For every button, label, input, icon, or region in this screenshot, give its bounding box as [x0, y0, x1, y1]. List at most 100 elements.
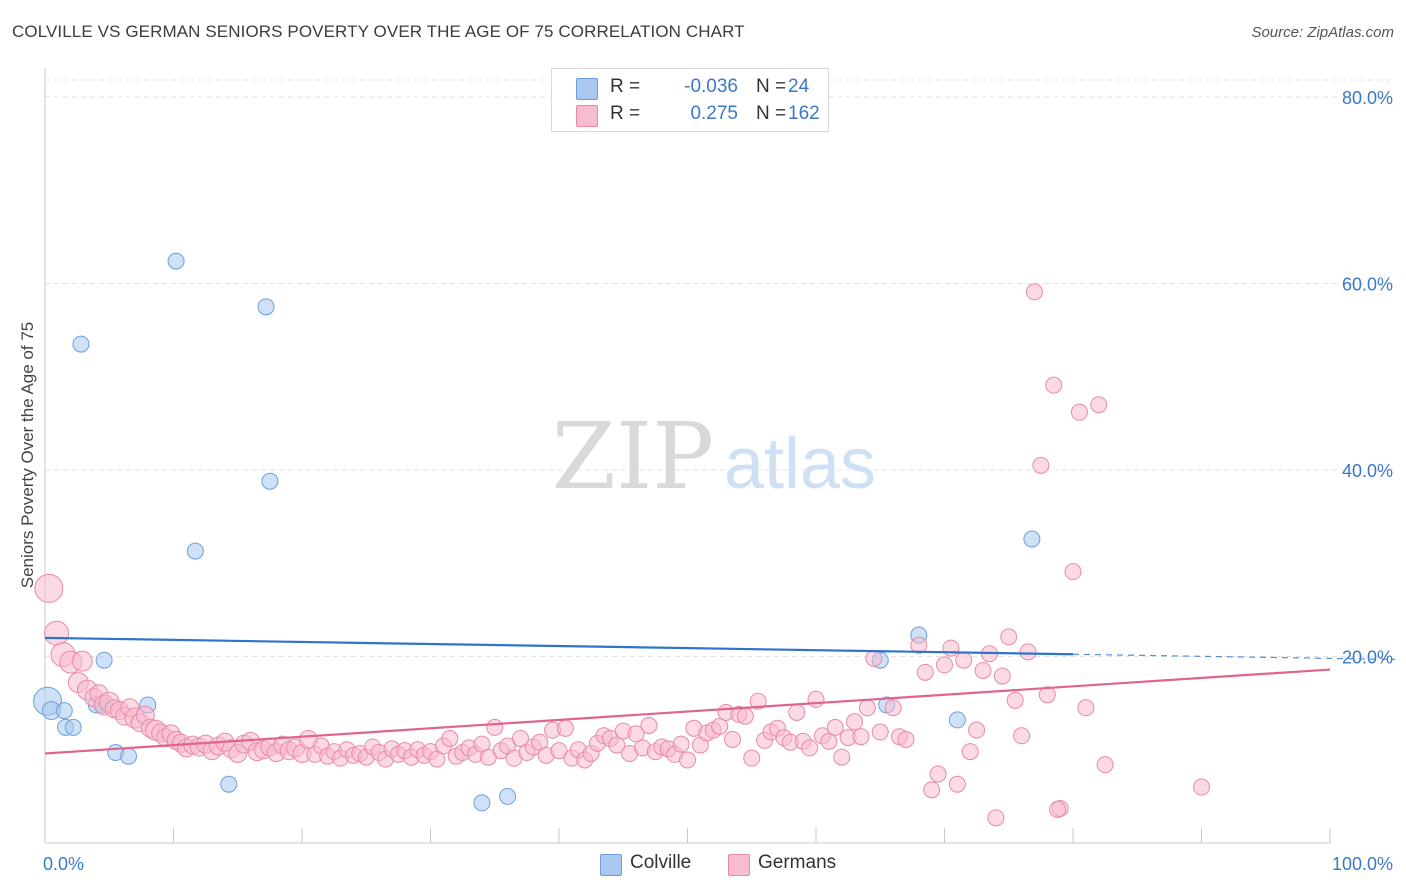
- germans-point-144: [955, 651, 973, 669]
- tick-labels: 20.0% 40.0% 60.0% 80.0% 0.0% 100.0%: [43, 88, 1393, 874]
- germans-point-161: [1070, 403, 1088, 421]
- germans-point-146: [968, 721, 986, 739]
- germans-point-154: [1019, 643, 1037, 661]
- x-tick-label-0: 0.0%: [43, 854, 84, 874]
- watermark-zip: ZIP: [552, 403, 714, 510]
- colville-point-12: [167, 252, 185, 270]
- chart-title: COLVILLE VS GERMAN SENIORS POVERTY OVER …: [12, 22, 745, 41]
- germans-point-132: [865, 649, 883, 667]
- colville-point-16: [261, 472, 279, 490]
- germans-point-5: [71, 650, 93, 672]
- germans-point-84: [556, 719, 574, 737]
- germans-point-133: [871, 723, 889, 741]
- germans-trend-line: [44, 668, 1331, 755]
- germans-point-108: [711, 717, 729, 735]
- germans-point-155: [1025, 283, 1043, 301]
- germans-point-126: [826, 718, 844, 736]
- colville-trend-line: [44, 636, 1074, 656]
- germans-point-123: [807, 690, 825, 708]
- colville-point-23: [1023, 530, 1041, 548]
- germans-point-149: [987, 809, 1005, 827]
- colville-trend-extension: [1072, 653, 1396, 661]
- x-tick-label-1: 100.0%: [1332, 854, 1393, 874]
- colville-point-2: [55, 702, 73, 720]
- germans-point-160: [1064, 563, 1082, 581]
- colville-point-4: [64, 718, 82, 736]
- bottom-legend-swatch-germans: [728, 854, 750, 876]
- colville-point-10: [120, 747, 138, 765]
- germans-point-127: [833, 748, 851, 766]
- germans-point-164: [1096, 756, 1114, 774]
- colville-point-8: [95, 651, 113, 669]
- germans-point-157: [1038, 686, 1056, 704]
- trend-lines: [44, 636, 1396, 755]
- germans-point-158: [1045, 376, 1063, 394]
- germans-point-163: [1090, 396, 1108, 414]
- legend-r-value: -0.036: [684, 76, 738, 97]
- legend-n-value: 162: [788, 103, 820, 124]
- legend-r-value: 0.275: [690, 103, 738, 124]
- germans-point-140: [929, 765, 947, 783]
- data-points: [33, 252, 1210, 827]
- y-axis-label: Seniors Poverty Over the Age of 75: [18, 321, 37, 589]
- germans-point-97: [640, 717, 658, 735]
- colville-point-14: [220, 775, 238, 793]
- germans-point-142: [942, 639, 960, 657]
- germans-point-138: [916, 663, 934, 681]
- legend-swatch-colville: [576, 78, 598, 100]
- germans-point-92: [608, 736, 626, 754]
- bottom-legend-label-colville: Colville: [630, 852, 692, 873]
- legend-n-label: N =: [756, 103, 787, 124]
- germans-point-122: [801, 739, 819, 757]
- legend: R = -0.036 N = 24 R = 0.275 N = 162: [551, 68, 829, 132]
- germans-point-1: [44, 620, 70, 646]
- germans-point-166: [1049, 800, 1067, 818]
- germans-point-131: [858, 699, 876, 717]
- germans-point-120: [788, 703, 806, 721]
- germans-point-125: [820, 732, 838, 750]
- legend-n-value: 24: [788, 76, 810, 97]
- colville-point-13: [186, 542, 204, 560]
- legend-r-label: R =: [610, 103, 641, 124]
- germans-point-134: [884, 699, 902, 717]
- grid-lines: [45, 79, 1395, 657]
- germans-point-83: [550, 742, 568, 760]
- germans-point-73: [486, 718, 504, 736]
- germans-point-110: [723, 730, 741, 748]
- germans-point-150: [993, 667, 1011, 685]
- germans-point-147: [974, 661, 992, 679]
- germans-point-162: [1077, 699, 1095, 717]
- germans-point-152: [1006, 691, 1024, 709]
- germans-point-165: [1193, 778, 1210, 796]
- colville-point-18: [499, 787, 517, 805]
- legend-n-label: N =: [756, 76, 787, 97]
- colville-point-5: [72, 335, 90, 353]
- germans-point-137: [910, 636, 928, 654]
- germans-point-153: [1013, 727, 1031, 745]
- germans-point-136: [897, 730, 915, 748]
- germans-point-139: [923, 781, 941, 799]
- germans-point-151: [1000, 628, 1018, 646]
- colville-point-15: [257, 298, 275, 316]
- y-tick-label-1: 40.0%: [1342, 461, 1393, 481]
- source-label: Source: ZipAtlas.com: [1251, 24, 1394, 41]
- germans-point-130: [852, 728, 870, 746]
- y-tick-label-0: 20.0%: [1342, 648, 1393, 668]
- colville-point-22: [948, 711, 966, 729]
- y-tick-label-3: 80.0%: [1342, 88, 1393, 108]
- germans-point-77: [511, 730, 529, 748]
- germans-point-102: [672, 735, 690, 753]
- legend-swatch-germans: [576, 105, 598, 127]
- germans-point-66: [441, 730, 459, 748]
- germans-point-0: [34, 573, 64, 603]
- germans-point-143: [948, 775, 966, 793]
- germans-point-114: [749, 692, 767, 710]
- germans-point-129: [846, 713, 864, 731]
- y-tick-label-2: 60.0%: [1342, 275, 1393, 295]
- watermark: ZIP atlas: [552, 403, 876, 510]
- germans-point-95: [627, 725, 645, 743]
- germans-point-112: [736, 707, 754, 725]
- watermark-atlas: atlas: [724, 424, 876, 504]
- colville-point-17: [473, 794, 491, 812]
